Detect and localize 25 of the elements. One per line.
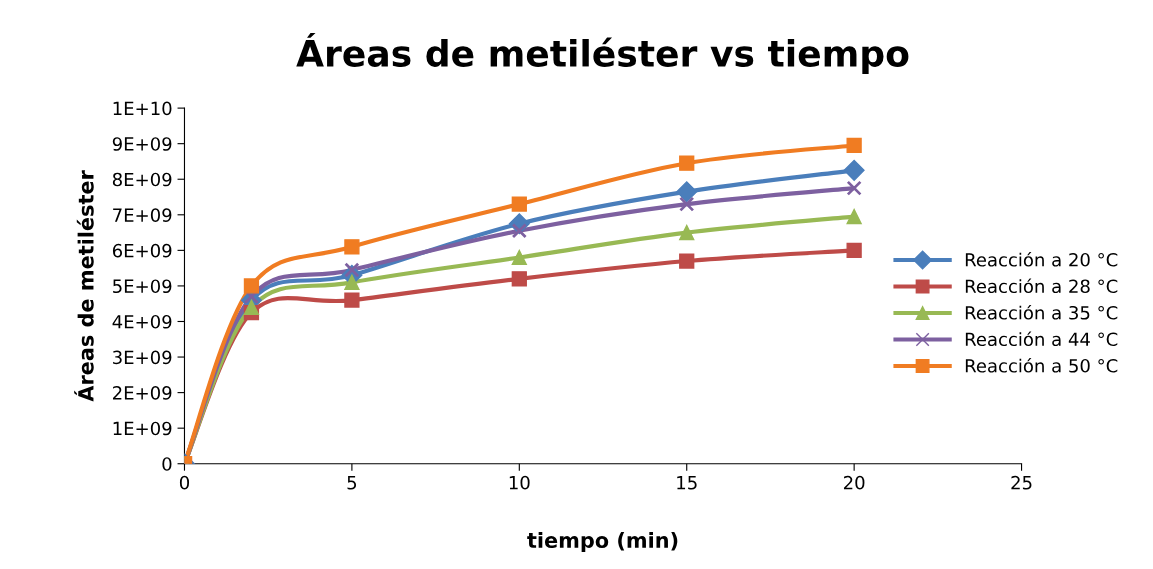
y-tick-label: 1E+09 [113,421,172,436]
x-tick-label: 20 [843,475,865,490]
x-tick-label: 25 [1011,475,1032,490]
y-tick-label: 5E+09 [113,279,172,294]
legend-label: Reacción a 28 °C [965,278,1118,294]
y-tick-label: 4E+09 [112,314,172,329]
y-tick-label: 9E+09 [112,137,172,151]
chart-title: Áreas de metiléster vs tiempo [296,33,909,74]
legend-label: Reacción a 20 °C [965,251,1118,267]
y-axis-title: Áreas de metiléster [74,170,94,402]
y-tick-label: 7E+09 [113,208,172,222]
x-tick-label: 10 [509,475,530,490]
y-tick-label: 0 [162,457,172,471]
y-tick-label: 3E+09 [113,350,172,365]
y-tick-label: 6E+09 [112,243,172,258]
y-tick-label: 1E+10 [113,101,172,116]
legend-label: Reacción a 44 °C [965,331,1118,347]
x-axis-title: tiempo (min) [527,531,678,553]
x-tick-label: 15 [677,476,697,490]
legend-label: Reacción a 35 °C [965,304,1118,320]
legend-label: Reacción a 50 °C [965,357,1118,373]
x-tick-label: 0 [179,475,190,490]
y-tick-label: 2E+09 [113,386,172,400]
y-tick-label: 8E+09 [112,172,172,187]
x-tick-label: 5 [347,476,357,490]
